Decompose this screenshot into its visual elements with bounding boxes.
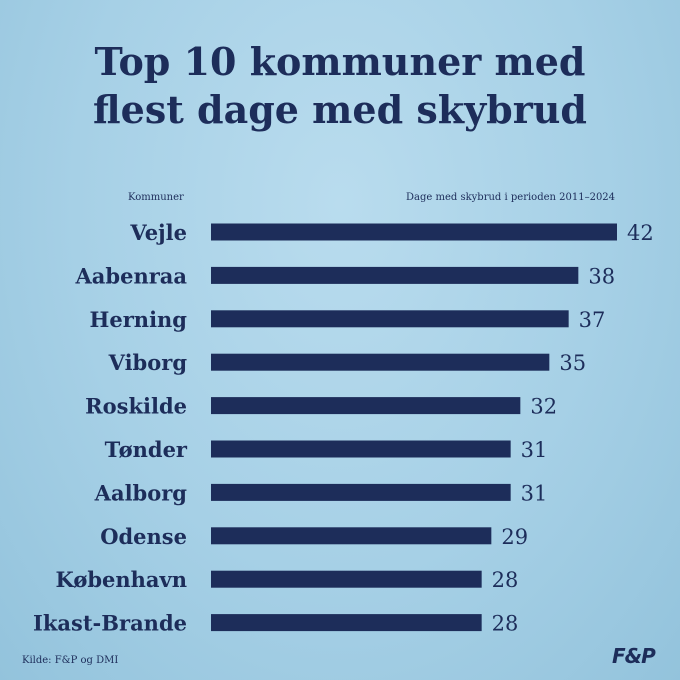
category-label: Viborg — [108, 350, 188, 375]
category-label: Tønder — [105, 437, 188, 462]
bar — [211, 223, 617, 241]
value-label: 29 — [501, 525, 528, 549]
bar — [211, 483, 511, 501]
category-label: Odense — [100, 524, 187, 549]
category-header: Kommuner — [128, 192, 184, 203]
value-label: 38 — [588, 264, 615, 288]
value-label: 37 — [579, 308, 606, 332]
category-label: København — [55, 567, 187, 592]
category-label: Ikast-Brande — [33, 611, 187, 636]
bar — [211, 310, 569, 328]
chart-title: Top 10 kommuner med flest dage med skybr… — [0, 38, 680, 134]
chart-title-line-2: flest dage med skybrud — [93, 87, 587, 132]
value-label: 35 — [559, 351, 586, 375]
value-label: 28 — [492, 612, 519, 636]
bar — [211, 614, 482, 632]
category-label: Herning — [90, 307, 188, 332]
source-note: Kilde: F&P og DMI — [22, 655, 119, 666]
category-label: Aalborg — [94, 480, 188, 505]
value-label: 28 — [492, 568, 519, 592]
category-label: Roskilde — [85, 394, 187, 419]
chart-title-line-1: Top 10 kommuner med — [94, 39, 586, 84]
category-label: Vejle — [129, 220, 187, 245]
bar — [211, 353, 550, 371]
value-label: 31 — [521, 438, 548, 462]
bar — [211, 266, 579, 284]
brand-logo: F&P — [612, 644, 656, 668]
category-label: Aabenraa — [75, 263, 188, 288]
bar — [211, 440, 511, 458]
bar — [211, 570, 482, 588]
value-label: 42 — [627, 221, 654, 245]
bar — [211, 527, 492, 545]
value-label: 31 — [521, 481, 548, 505]
bar — [211, 397, 521, 415]
value-label: 32 — [530, 395, 557, 419]
value-header: Dage med skybrud i perioden 2011–2024 — [406, 192, 616, 203]
